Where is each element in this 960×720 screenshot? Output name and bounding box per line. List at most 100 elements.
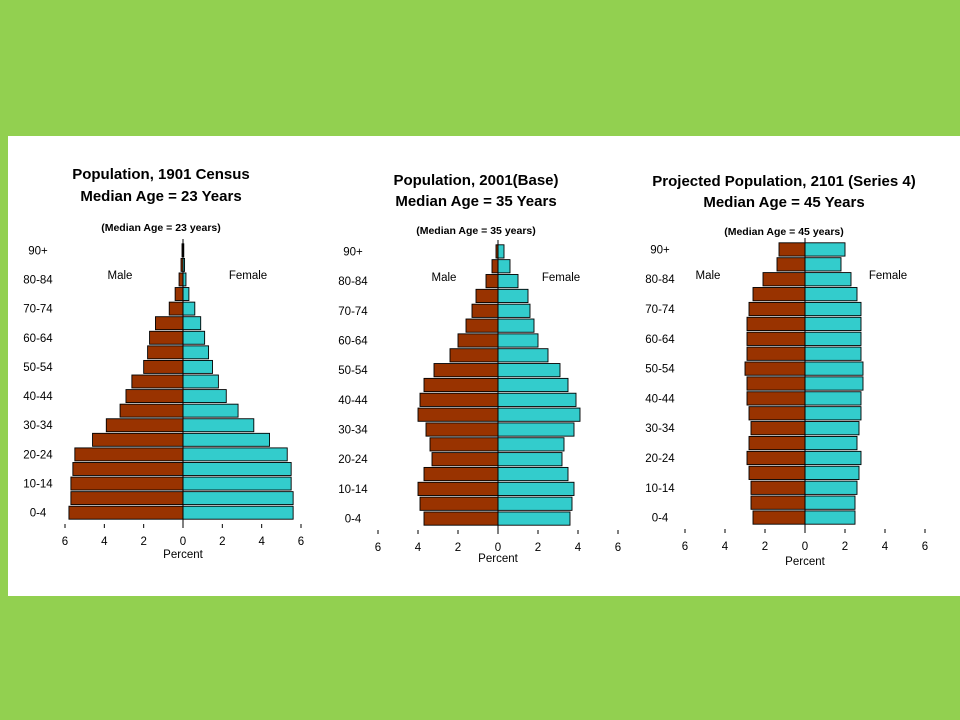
male-bar-80-84 bbox=[762, 272, 806, 287]
age-tick-label: 40-44 bbox=[338, 395, 368, 407]
female-bar-0-4 bbox=[182, 505, 294, 520]
female-bar-5-9 bbox=[804, 495, 856, 510]
female-bar-85-89 bbox=[804, 257, 842, 272]
male-bar-20-24 bbox=[431, 452, 499, 467]
age-tick-label: 90+ bbox=[28, 245, 48, 257]
x-tick-label: 4 bbox=[722, 541, 729, 553]
male-bar-15-19 bbox=[72, 462, 184, 476]
male-bar-40-44 bbox=[419, 392, 499, 407]
female-bar-75-79 bbox=[497, 288, 529, 304]
male-bar-5-9 bbox=[70, 491, 184, 506]
male-bar-70-74 bbox=[471, 303, 499, 318]
chart-title: Population, 1901 Census bbox=[72, 166, 250, 183]
female-bar-60-64 bbox=[804, 331, 862, 346]
age-tick-label: 30-34 bbox=[23, 420, 53, 432]
age-tick-label: 30-34 bbox=[645, 423, 675, 435]
female-bar-90+ bbox=[804, 242, 846, 257]
female-bar-30-34 bbox=[182, 418, 255, 433]
male-bar-0-4 bbox=[68, 505, 184, 520]
female-bar-55-59 bbox=[182, 345, 210, 360]
female-bar-45-49 bbox=[497, 377, 569, 393]
male-bar-50-54 bbox=[433, 363, 499, 378]
pyramid-chart-3: Projected Population, 2101 (Series 4) Med… bbox=[645, 173, 928, 568]
chart-median-age: Median Age = 35 Years bbox=[395, 193, 556, 210]
female-bar-35-39 bbox=[804, 406, 862, 421]
x-tick-label: 2 bbox=[842, 541, 848, 553]
female-label: Female bbox=[229, 270, 267, 282]
male-bar-50-54 bbox=[744, 361, 806, 376]
female-bar-20-24 bbox=[497, 452, 563, 467]
female-bar-20-24 bbox=[804, 450, 862, 466]
female-label: Female bbox=[542, 272, 580, 284]
male-bar-40-44 bbox=[746, 391, 806, 406]
chart-title: Projected Population, 2101 (Series 4) bbox=[652, 173, 915, 190]
male-bar-70-74 bbox=[168, 301, 184, 316]
male-bar-75-79 bbox=[475, 288, 499, 304]
male-bar-10-14 bbox=[417, 481, 499, 496]
male-bar-85-89 bbox=[491, 259, 499, 274]
female-bar-55-59 bbox=[804, 346, 862, 361]
x-tick-label: 6 bbox=[615, 542, 621, 554]
x-tick-label: 4 bbox=[415, 542, 422, 554]
age-tick-label: 50-54 bbox=[23, 362, 53, 374]
male-bar-0-4 bbox=[423, 511, 499, 526]
chart-subtitle: (Median Age = 23 years) bbox=[101, 222, 221, 234]
male-label: Male bbox=[108, 270, 133, 282]
male-bar-75-79 bbox=[174, 287, 184, 301]
male-bar-5-9 bbox=[419, 496, 499, 511]
age-tick-label: 40-44 bbox=[23, 391, 53, 403]
male-bar-10-14 bbox=[70, 476, 184, 491]
male-bar-65-69 bbox=[465, 318, 499, 333]
x-tick-label: 2 bbox=[455, 542, 461, 554]
age-tick-label: 10-14 bbox=[23, 479, 53, 491]
male-bar-35-39 bbox=[748, 406, 806, 421]
female-bar-40-44 bbox=[497, 392, 577, 407]
age-tick-label: 80-84 bbox=[645, 274, 675, 286]
male-bar-45-49 bbox=[423, 377, 499, 393]
chart-title: Population, 2001(Base) bbox=[393, 172, 558, 189]
x-tick-label: 6 bbox=[298, 536, 304, 548]
male-bar-5-9 bbox=[750, 495, 806, 510]
age-tick-label: 0-4 bbox=[652, 513, 669, 525]
chart-median-age: Median Age = 45 Years bbox=[703, 194, 864, 211]
female-bar-25-29 bbox=[497, 437, 565, 452]
male-bar-65-69 bbox=[746, 316, 806, 332]
male-bar-35-39 bbox=[119, 403, 184, 418]
male-bar-55-59 bbox=[746, 346, 806, 361]
male-bar-25-29 bbox=[92, 432, 184, 447]
female-bar-35-39 bbox=[182, 403, 239, 418]
chart-subtitle: (Median Age = 45 years) bbox=[724, 226, 844, 238]
female-bar-50-54 bbox=[497, 363, 561, 378]
female-bar-65-69 bbox=[182, 316, 202, 331]
male-bar-90+ bbox=[778, 242, 806, 257]
x-axis-label: Percent bbox=[163, 549, 203, 561]
female-bar-80-84 bbox=[804, 272, 852, 287]
age-tick-label: 20-24 bbox=[338, 454, 368, 466]
male-bar-15-19 bbox=[423, 466, 499, 482]
x-tick-label: 6 bbox=[375, 542, 381, 554]
female-bar-10-14 bbox=[497, 481, 575, 496]
female-bar-30-34 bbox=[804, 421, 860, 436]
population-pyramids: Population, 1901 Census Median Age = 23 Y… bbox=[23, 166, 928, 568]
age-tick-label: 70-74 bbox=[645, 304, 675, 316]
male-bar-35-39 bbox=[417, 407, 499, 422]
male-bar-80-84 bbox=[178, 272, 184, 287]
female-bar-0-4 bbox=[497, 511, 571, 526]
female-bar-60-64 bbox=[182, 330, 206, 345]
female-bar-10-14 bbox=[182, 476, 292, 491]
female-bar-5-9 bbox=[497, 496, 573, 511]
male-bar-60-64 bbox=[457, 333, 499, 348]
x-tick-label: 0 bbox=[180, 536, 186, 548]
female-bar-0-4 bbox=[804, 510, 856, 525]
male-bar-15-19 bbox=[748, 465, 806, 480]
male-bar-30-34 bbox=[105, 418, 184, 433]
x-tick-label: 6 bbox=[62, 536, 68, 548]
age-tick-label: 90+ bbox=[650, 244, 670, 256]
age-tick-label: 40-44 bbox=[645, 393, 675, 405]
male-bar-10-14 bbox=[750, 480, 806, 495]
female-bar-25-29 bbox=[804, 435, 858, 451]
x-tick-label: 2 bbox=[762, 541, 768, 553]
male-bar-20-24 bbox=[74, 447, 184, 462]
female-bar-70-74 bbox=[804, 301, 862, 317]
female-bar-80-84 bbox=[497, 274, 519, 289]
